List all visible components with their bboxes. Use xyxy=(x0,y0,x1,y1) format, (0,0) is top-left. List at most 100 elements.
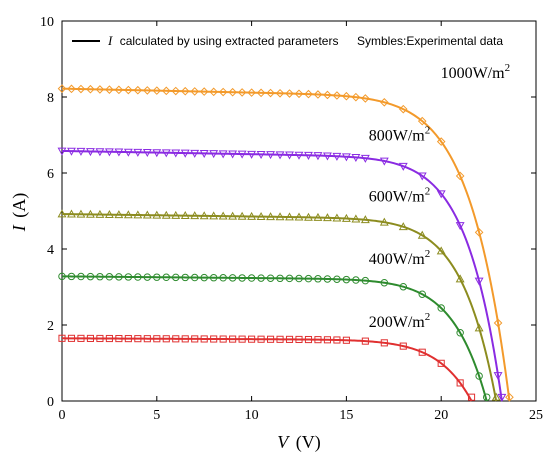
data-point-200w-m2 xyxy=(333,336,341,344)
data-point-600w-m2 xyxy=(114,210,124,219)
y-axis-title: I (A) xyxy=(9,193,30,233)
series-line-200w-m2 xyxy=(61,337,473,402)
data-point-400w-m2 xyxy=(285,274,294,283)
data-point-600w-m2 xyxy=(171,210,181,219)
data-point-600w-m2 xyxy=(491,392,501,401)
x-tick-label: 5 xyxy=(153,408,160,423)
data-point-400w-m2 xyxy=(380,278,389,287)
data-point-400w-m2 xyxy=(266,274,275,282)
x-axis-symbol: V xyxy=(277,432,290,452)
data-point-200w-m2 xyxy=(67,334,76,342)
data-point-800w-m2 xyxy=(171,149,181,158)
curve-label-800w-m2: 800W/m2 xyxy=(369,125,431,145)
data-point-400w-m2 xyxy=(162,273,171,282)
data-point-800w-m2 xyxy=(332,152,342,161)
data-point-1000w-m2 xyxy=(95,85,105,94)
data-point-200w-m2 xyxy=(96,334,104,343)
data-point-800w-m2 xyxy=(133,148,143,157)
data-point-800w-m2 xyxy=(114,148,124,157)
data-point-800w-m2 xyxy=(436,190,446,199)
data-point-200w-m2 xyxy=(229,335,237,343)
data-point-400w-m2 xyxy=(323,275,332,283)
data-point-800w-m2 xyxy=(455,222,465,231)
data-point-200w-m2 xyxy=(210,335,218,343)
legend: I calculated by using extracted paramete… xyxy=(72,33,503,48)
data-point-200w-m2 xyxy=(172,335,180,343)
data-point-600w-m2 xyxy=(199,211,209,220)
data-point-1000w-m2 xyxy=(237,88,247,97)
data-point-400w-m2 xyxy=(143,273,152,281)
data-point-600w-m2 xyxy=(398,222,408,231)
data-point-1000w-m2 xyxy=(228,87,237,97)
curve-label-superscript: 2 xyxy=(425,248,431,260)
curve-label-text: 600W/m xyxy=(369,189,426,206)
data-point-800w-m2 xyxy=(285,151,294,160)
data-point-1000w-m2 xyxy=(351,92,361,102)
data-point-1000w-m2 xyxy=(436,137,446,146)
data-point-600w-m2 xyxy=(474,323,484,332)
data-point-1000w-m2 xyxy=(133,85,143,95)
data-point-1000w-m2 xyxy=(285,89,294,98)
data-point-200w-m2 xyxy=(418,348,426,356)
data-point-1000w-m2 xyxy=(398,104,408,114)
data-point-400w-m2 xyxy=(456,329,464,337)
data-point-600w-m2 xyxy=(190,211,200,220)
data-point-200w-m2 xyxy=(380,339,388,347)
data-point-600w-m2 xyxy=(95,209,105,218)
data-point-200w-m2 xyxy=(181,335,189,343)
data-point-400w-m2 xyxy=(247,274,256,282)
data-point-600w-m2 xyxy=(455,274,465,283)
data-point-400w-m2 xyxy=(304,274,313,283)
y-axis-unit: (A) xyxy=(9,193,30,218)
data-point-1000w-m2 xyxy=(247,88,256,97)
data-point-1000w-m2 xyxy=(474,228,484,237)
data-point-800w-m2 xyxy=(142,149,152,158)
series-line-1000w-m2 xyxy=(61,87,511,402)
data-point-600w-m2 xyxy=(341,213,351,222)
data-point-800w-m2 xyxy=(379,157,389,166)
data-point-200w-m2 xyxy=(77,334,85,342)
data-point-600w-m2 xyxy=(360,215,370,224)
data-point-400w-m2 xyxy=(238,274,246,282)
data-point-200w-m2 xyxy=(134,335,142,343)
data-point-600w-m2 xyxy=(304,212,313,221)
data-point-400w-m2 xyxy=(124,273,133,281)
data-point-200w-m2 xyxy=(467,393,476,401)
legend-line-symbol: I xyxy=(107,33,113,48)
series-800w-m2 xyxy=(57,147,507,402)
data-point-600w-m2 xyxy=(237,211,247,220)
data-point-600w-m2 xyxy=(104,210,114,219)
data-point-200w-m2 xyxy=(304,335,313,344)
data-point-1000w-m2 xyxy=(323,90,332,100)
data-point-800w-m2 xyxy=(199,150,209,159)
data-point-600w-m2 xyxy=(228,211,238,220)
data-point-1000w-m2 xyxy=(275,88,285,98)
data-point-400w-m2 xyxy=(276,274,284,283)
data-point-200w-m2 xyxy=(162,335,170,343)
data-point-800w-m2 xyxy=(95,148,105,157)
data-point-1000w-m2 xyxy=(256,88,266,98)
y-tick-label: 0 xyxy=(47,395,54,410)
data-point-400w-m2 xyxy=(172,273,180,282)
data-point-200w-m2 xyxy=(276,335,284,343)
data-point-1000w-m2 xyxy=(190,87,200,96)
data-point-600w-m2 xyxy=(313,212,323,221)
data-point-400w-m2 xyxy=(181,273,189,282)
curve-label-200w-m2: 200W/m2 xyxy=(369,311,431,331)
data-point-1000w-m2 xyxy=(57,84,67,93)
curve-label-text: 1000W/m xyxy=(441,65,506,82)
curve-label-1000w-m2: 1000W/m2 xyxy=(441,62,511,82)
data-point-600w-m2 xyxy=(436,246,446,255)
data-point-1000w-m2 xyxy=(171,86,181,96)
data-point-600w-m2 xyxy=(275,212,285,221)
data-point-600w-m2 xyxy=(180,211,190,220)
data-point-800w-m2 xyxy=(123,148,133,157)
data-point-200w-m2 xyxy=(257,335,265,343)
data-point-800w-m2 xyxy=(360,154,370,163)
data-point-1000w-m2 xyxy=(86,84,95,94)
data-point-400w-m2 xyxy=(209,273,218,282)
data-point-400w-m2 xyxy=(86,272,95,281)
data-point-1000w-m2 xyxy=(493,318,503,328)
data-point-800w-m2 xyxy=(417,172,427,181)
data-point-400w-m2 xyxy=(153,273,161,281)
